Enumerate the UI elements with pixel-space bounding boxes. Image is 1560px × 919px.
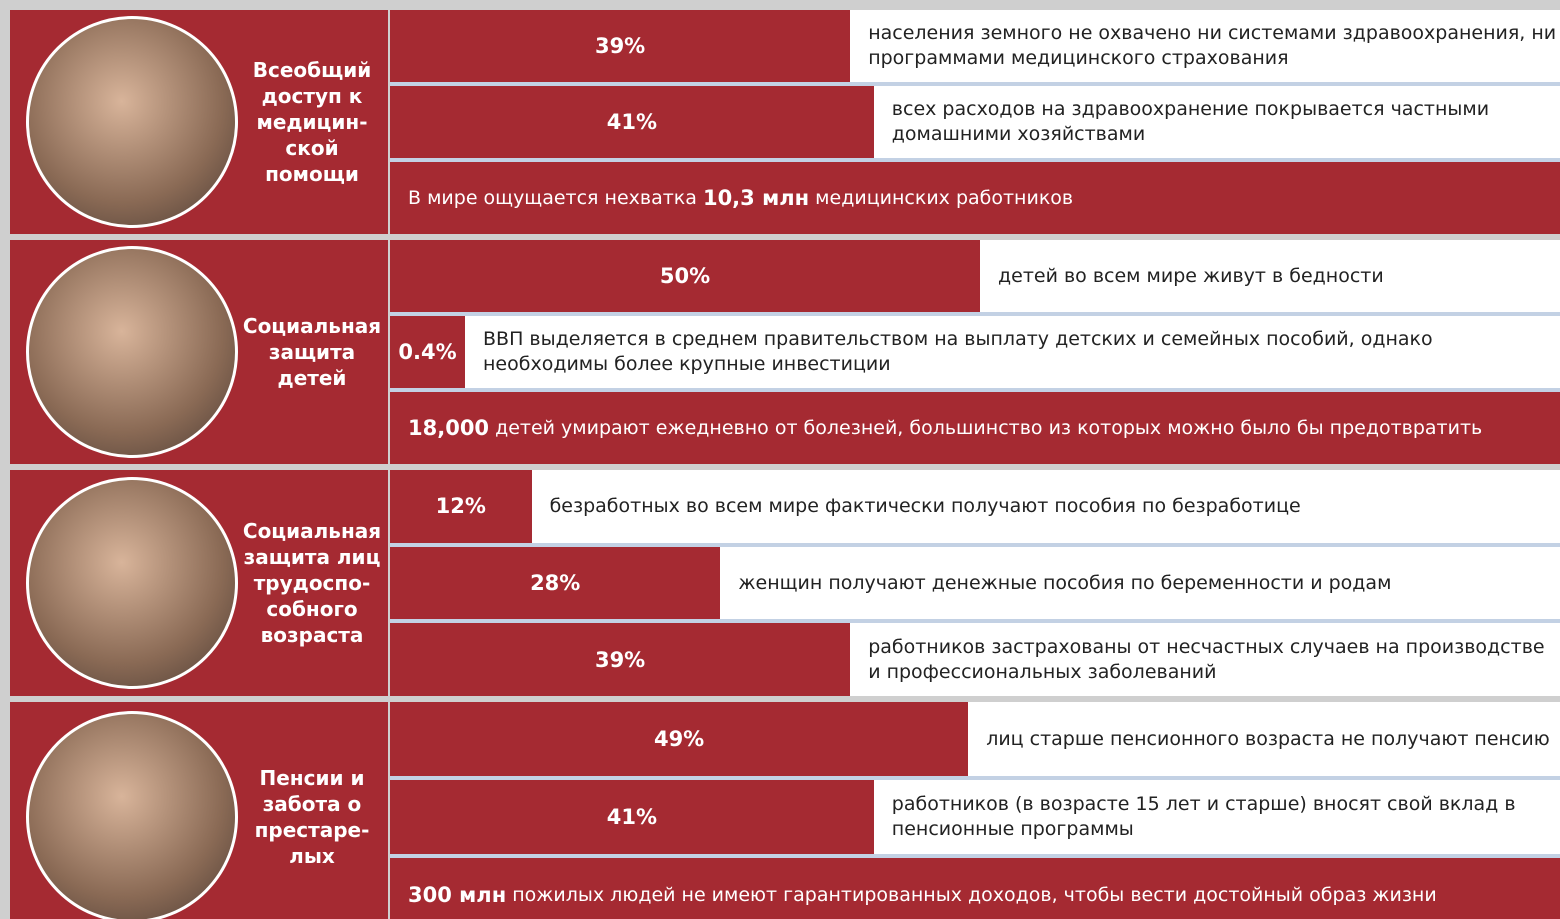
value-label: 41% [390, 780, 874, 854]
highlight: 10,3 млн [703, 186, 809, 210]
value-label: 41% [390, 86, 874, 158]
description: работников застрахованы от несчастных сл… [868, 623, 1560, 696]
value-label: 49% [390, 702, 968, 776]
photo [26, 16, 238, 228]
text-row: В мире ощущается нехватка 10,3 млн медиц… [390, 162, 1560, 234]
section-header: Пенсии и забота о престаре- лых [10, 702, 388, 919]
infographic: Всеобщий доступ к медицин- ской помощи39… [0, 0, 1560, 919]
photo [26, 711, 238, 919]
description: детей во всем мире живут в бедности [998, 240, 1560, 312]
bar-row: 49%лиц старше пенсионного возраста не по… [390, 702, 1560, 776]
rows: 39%населения земного не охвачено ни сист… [390, 10, 1560, 234]
photo [26, 246, 238, 458]
bar-row: 28%женщин получают денежные пособия по б… [390, 547, 1560, 620]
section-header: Социальная защита детей [10, 240, 388, 464]
bar-row: 39%работников застрахованы от несчастных… [390, 623, 1560, 696]
value-label: 39% [390, 623, 850, 696]
highlight: 18,000 [408, 416, 489, 440]
description: безработных во всем мире фактически полу… [550, 470, 1560, 543]
value-label: 28% [390, 547, 720, 620]
value-label: 39% [390, 10, 850, 82]
value-label: 12% [390, 470, 532, 543]
section-header: Социальная защита лиц трудоспо- собного … [10, 470, 388, 696]
description: женщин получают денежные пособия по бере… [738, 547, 1560, 620]
rows: 12%безработных во всем мире фактически п… [390, 470, 1560, 696]
bar-row: 50%детей во всем мире живут в бедности [390, 240, 1560, 312]
description: работников (в возрасте 15 лет и старше) … [892, 780, 1560, 854]
text-row: 300 млн пожилых людей не имеют гарантиро… [390, 858, 1560, 919]
section-title: Социальная защита детей [242, 313, 382, 391]
value-label: 50% [390, 240, 980, 312]
text: В мире ощущается нехватка [408, 187, 703, 209]
bar-row: 41%всех расходов на здравоохранение покр… [390, 86, 1560, 158]
text: медицинских работников [809, 187, 1073, 209]
bar-row: 39%населения земного не охвачено ни сист… [390, 10, 1560, 82]
section-title: Пенсии и забота о престаре- лых [242, 765, 382, 869]
description: лиц старше пенсионного возраста не получ… [986, 702, 1560, 776]
photo [26, 477, 238, 689]
section-title: Всеобщий доступ к медицин- ской помощи [242, 57, 382, 187]
description: населения земного не охвачено ни система… [868, 10, 1560, 82]
highlight: 300 млн [408, 883, 506, 907]
bar-row: 0.4%ВВП выделяется в среднем правительст… [390, 316, 1560, 388]
section-header: Всеобщий доступ к медицин- ской помощи [10, 10, 388, 234]
rows: 49%лиц старше пенсионного возраста не по… [390, 702, 1560, 919]
text: пожилых людей не имеют гарантированных д… [506, 884, 1437, 906]
description: всех расходов на здравоохранение покрыва… [892, 86, 1560, 158]
section-title: Социальная защита лиц трудоспо- собного … [242, 518, 382, 648]
text-row: 18,000 детей умирают ежедневно от болезн… [390, 392, 1560, 464]
text: детей умирают ежедневно от болезней, бол… [489, 417, 1482, 439]
bar-row: 41%работников (в возрасте 15 лет и старш… [390, 780, 1560, 854]
value-label: 0.4% [390, 316, 465, 388]
section: Социальная защита лиц трудоспо- собного … [10, 470, 1560, 696]
description: ВВП выделяется в среднем правительством … [483, 316, 1560, 388]
bar-row: 12%безработных во всем мире фактически п… [390, 470, 1560, 543]
